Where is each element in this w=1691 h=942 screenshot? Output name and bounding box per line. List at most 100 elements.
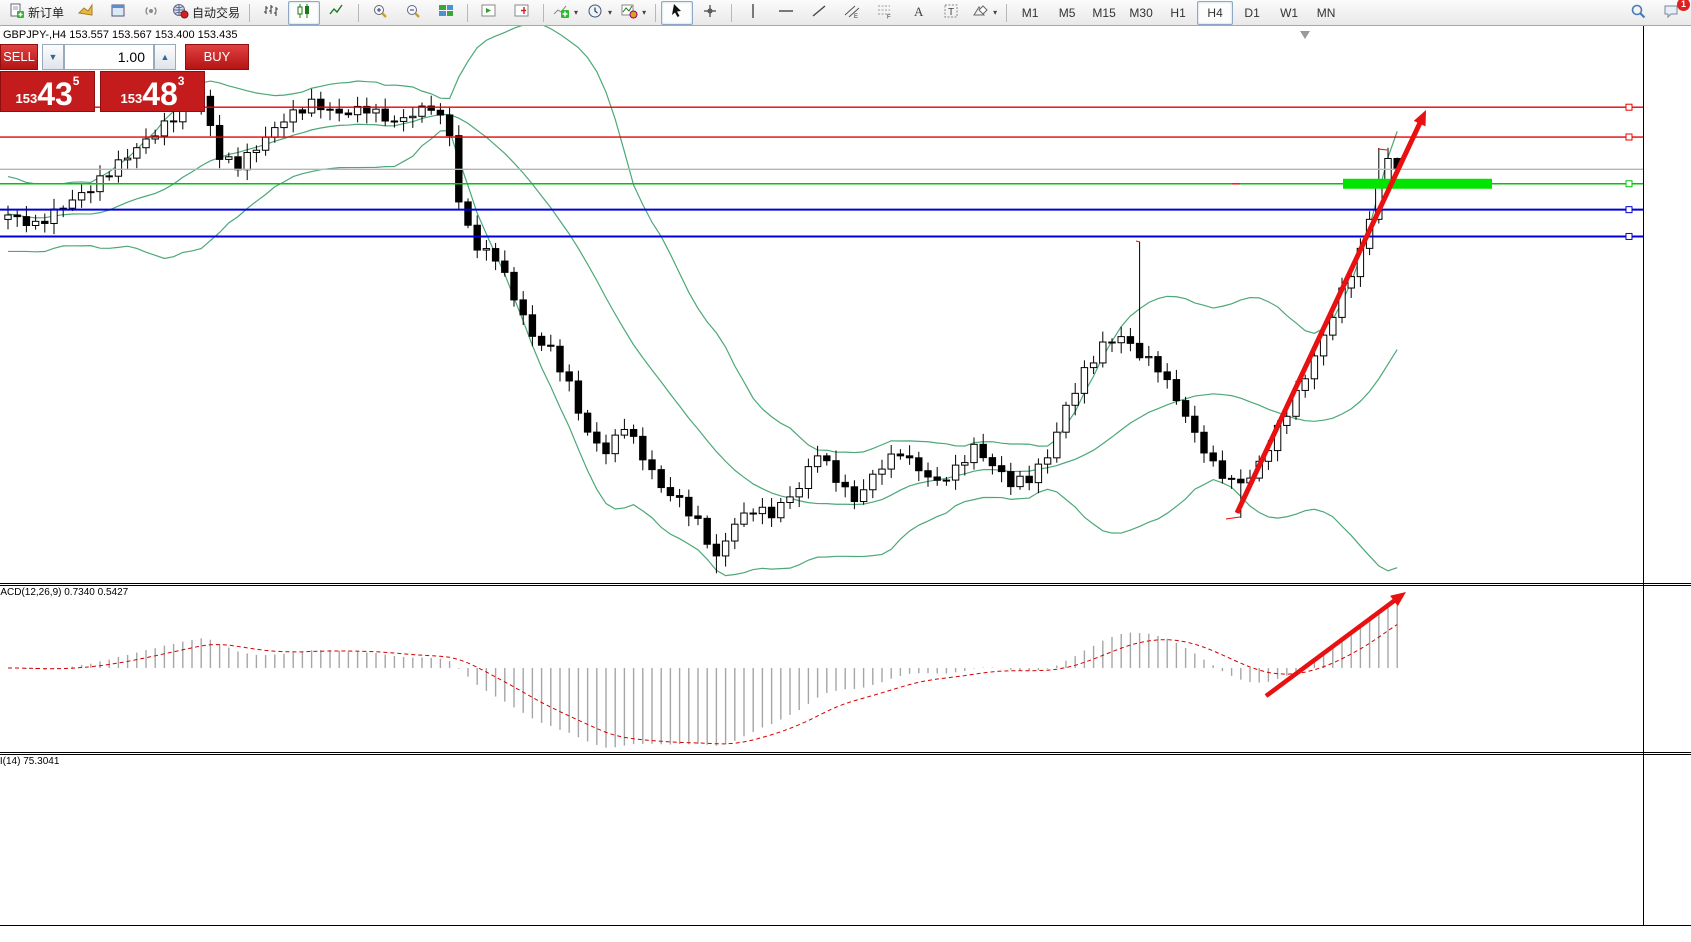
axis-divider: [1643, 26, 1644, 925]
rsi-pane-canvas[interactable]: [0, 752, 1643, 925]
sell-price-display[interactable]: 153 43 5: [0, 71, 95, 112]
tf-m15-label: M15: [1092, 5, 1116, 20]
rsi-pane-divider[interactable]: [0, 752, 1691, 753]
dropdown-caret-icon[interactable]: ▾: [993, 8, 998, 17]
autotrading-button-label: 自动交易: [192, 6, 241, 20]
trendline-button[interactable]: [803, 1, 835, 25]
tf-m30[interactable]: M30: [1123, 1, 1159, 25]
zoom-out-button[interactable]: [397, 1, 429, 25]
new-order-button[interactable]: 新订单: [4, 1, 68, 25]
text-button[interactable]: A: [902, 1, 934, 25]
fibo-button[interactable]: F: [869, 1, 901, 25]
chartshift-icon: [514, 3, 531, 22]
bollinger-middle-band: [7, 113, 1398, 506]
bars-icon: [263, 3, 280, 22]
bollinger-lower-band: [7, 129, 1398, 577]
volume-input[interactable]: 1.00: [64, 44, 154, 70]
level-drag-handle[interactable]: [1625, 133, 1633, 141]
level-drag-handle[interactable]: [1625, 206, 1633, 214]
time-axis[interactable]: [0, 925, 1643, 942]
search-button[interactable]: [1622, 1, 1654, 25]
macd-pane-canvas[interactable]: [0, 583, 1643, 752]
charts-menu-button[interactable]: [69, 1, 101, 25]
zoom-out-icon: [405, 3, 422, 22]
toolbar-separator: [731, 3, 733, 22]
trend-arrow-macd[interactable]: [1264, 592, 1406, 698]
line-chart-button[interactable]: [321, 1, 353, 25]
shapes-button[interactable]: ▾: [968, 1, 1001, 25]
tile-windows-button[interactable]: [430, 1, 462, 25]
tf-m30-label: M30: [1129, 5, 1153, 20]
level-drag-handle[interactable]: [1625, 232, 1633, 240]
dropdown-caret-icon[interactable]: ▾: [574, 8, 579, 17]
level-drag-handle[interactable]: [1625, 180, 1633, 188]
svg-text:E: E: [854, 14, 858, 19]
tline-icon: [811, 3, 828, 22]
templates-button[interactable]: ▾: [617, 1, 650, 25]
zoom-in-button[interactable]: [364, 1, 396, 25]
tf-h1[interactable]: H1: [1160, 1, 1196, 25]
shapes-icon: [972, 3, 989, 22]
profiles-button[interactable]: [102, 1, 134, 25]
rsi-label: RSI(14) 75.3041: [0, 756, 60, 767]
buy-button[interactable]: BUY: [185, 44, 249, 70]
label-button[interactable]: T: [935, 1, 967, 25]
chart-shift-button[interactable]: [506, 1, 538, 25]
cursor-icon: [669, 3, 686, 22]
chat-button[interactable]: 1: [1655, 0, 1690, 25]
highlight-zone[interactable]: [1343, 178, 1492, 189]
tf-d1[interactable]: D1: [1234, 1, 1270, 25]
chart-shift-marker[interactable]: [1300, 31, 1310, 39]
buy-price-figure: 153: [120, 91, 143, 106]
rsi-pane-divider-2: [0, 754, 1691, 755]
level-drag-handle[interactable]: [1625, 103, 1633, 111]
buy-price-display[interactable]: 153 48 3: [100, 71, 205, 112]
periods-button[interactable]: ▾: [583, 1, 616, 25]
bollinger-upper-band: [7, 26, 1398, 454]
buy-price-pip: 3: [177, 74, 185, 88]
volume-increase-button[interactable]: ▲: [154, 44, 176, 70]
toolbar-separator: [543, 3, 545, 22]
hline-button[interactable]: [770, 1, 802, 25]
channel-button[interactable]: E: [836, 1, 868, 25]
tf-m5[interactable]: M5: [1049, 1, 1085, 25]
sell-price-big: 43: [37, 76, 73, 112]
price-axis[interactable]: [1644, 26, 1691, 925]
indicators-button[interactable]: ▾: [549, 1, 582, 25]
cursor-button[interactable]: [661, 0, 694, 25]
new-order-button-label: 新订单: [28, 6, 65, 20]
macd-pane-divider[interactable]: [0, 583, 1691, 584]
chart-title: GBPJPY-,H4 153.557 153.567 153.400 153.4…: [3, 29, 238, 41]
candlesticks: [4, 88, 1401, 574]
candle-chart-button[interactable]: [288, 0, 321, 25]
toolbar-separator: [467, 3, 469, 22]
toolbar-separator: [1006, 3, 1008, 22]
tf-m15[interactable]: M15: [1086, 1, 1122, 25]
svg-text:F: F: [887, 15, 891, 20]
price-chart-canvas[interactable]: [0, 26, 1643, 583]
sell-price-pip: 5: [72, 74, 80, 88]
sell-button[interactable]: SELL: [0, 44, 38, 70]
dropdown-caret-icon[interactable]: ▾: [608, 8, 613, 17]
volume-decrease-button[interactable]: ▼: [42, 44, 64, 70]
tf-h4[interactable]: H4: [1197, 0, 1234, 25]
tf-mn[interactable]: MN: [1308, 1, 1344, 25]
tf-w1-label: W1: [1280, 5, 1299, 20]
notification-badge: 1: [1677, 0, 1690, 11]
tf-w1[interactable]: W1: [1271, 1, 1307, 25]
dropdown-caret-icon[interactable]: ▾: [642, 8, 647, 17]
auto-scroll-button[interactable]: [473, 1, 505, 25]
trend-arrow-main[interactable]: [1234, 110, 1426, 515]
chart-window: GBPJPY-,H4 153.557 153.567 153.400 153.4…: [0, 26, 1691, 942]
bar-chart-button[interactable]: [255, 1, 287, 25]
tf-m1[interactable]: M1: [1012, 1, 1048, 25]
autotrading-button[interactable]: 自动交易: [168, 1, 244, 25]
labelT-icon: T: [943, 3, 960, 22]
vline-button[interactable]: [737, 1, 769, 25]
macd-signal-line: [7, 624, 1398, 745]
macd-label: MACD(12,26,9) 0.7340 0.5427: [0, 587, 129, 598]
ind-plus-icon: [553, 3, 570, 22]
crosshair-button[interactable]: [694, 1, 726, 25]
signals-button[interactable]: [135, 1, 167, 25]
